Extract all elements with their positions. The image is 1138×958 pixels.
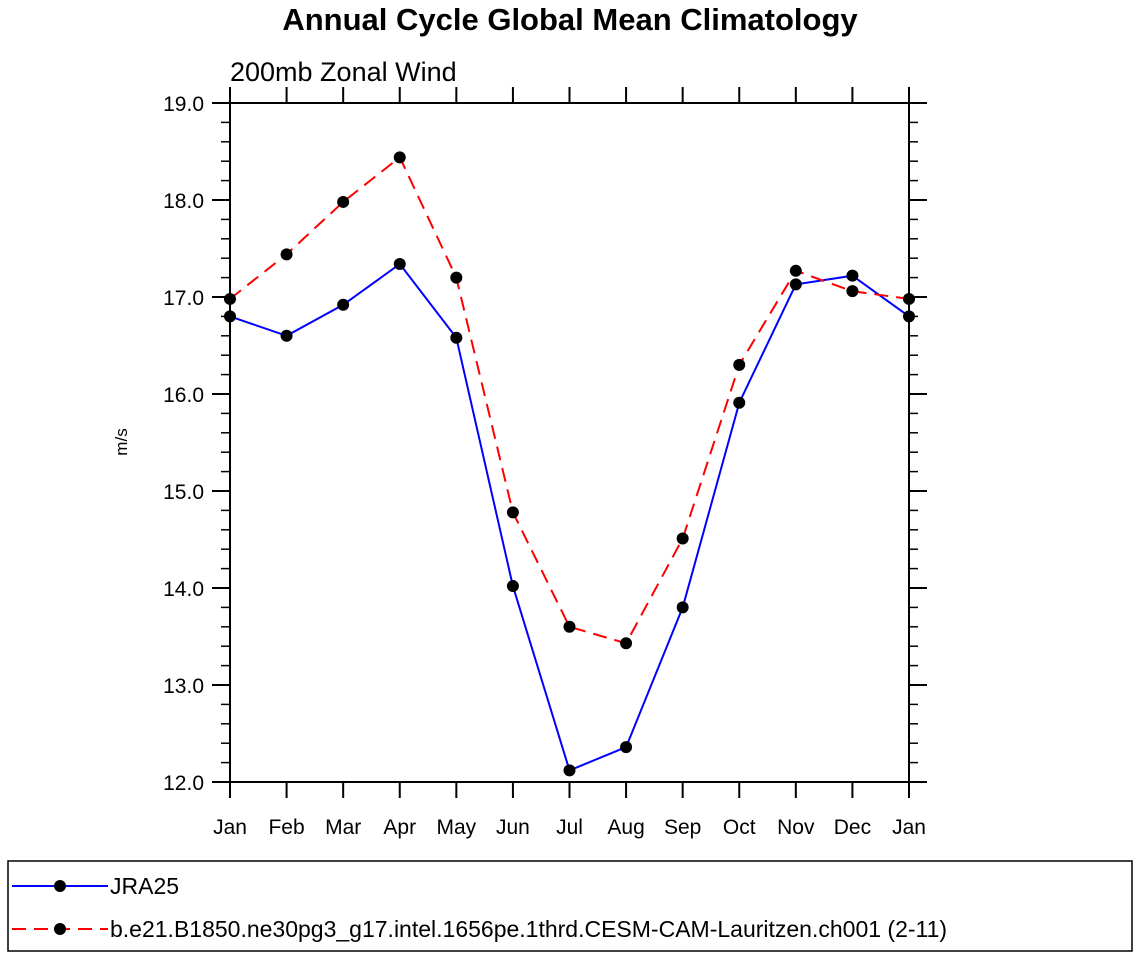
y-tick-label: 13.0: [163, 675, 204, 698]
legend-label-2: b.e21.B1850.ne30pg3_g17.intel.1656pe.1th…: [110, 916, 947, 942]
series-1-point: [506, 580, 519, 593]
series-1-point: [450, 331, 463, 344]
series-2-point: [846, 285, 859, 298]
series-line-1: [229, 262, 910, 772]
x-tick-label: Nov: [777, 816, 815, 839]
series-2-point: [337, 195, 350, 208]
x-tick-label: Jul: [556, 816, 583, 839]
series-2-point: [506, 506, 519, 519]
x-tick-label: Sep: [664, 816, 701, 839]
x-tick-label: Apr: [383, 816, 416, 839]
series-1-point: [620, 741, 633, 754]
legend-label-1: JRA25: [110, 873, 179, 899]
x-tick-label: Dec: [834, 816, 871, 839]
x-tick-label: May: [436, 816, 476, 839]
series-2-point: [620, 637, 633, 650]
series-2-point: [393, 151, 406, 164]
series-1-point: [733, 396, 746, 409]
series-1-point: [676, 601, 689, 614]
legend-marker-2: [54, 923, 66, 935]
series-1-point: [789, 278, 802, 291]
x-tick-label: Aug: [607, 816, 644, 839]
series-1-point: [846, 269, 859, 282]
series-1-point: [337, 298, 350, 311]
series-2-point: [676, 532, 689, 545]
legend-box: [7, 860, 1133, 952]
x-tick-label: Jun: [496, 816, 530, 839]
series-1-point: [393, 258, 406, 271]
y-tick-label: 15.0: [163, 481, 204, 504]
legend-marker-1: [54, 880, 66, 892]
plot-frame: [229, 102, 910, 783]
axis-ticks: [212, 87, 927, 798]
x-tick-label: Mar: [325, 816, 361, 839]
x-tick-label: Feb: [268, 816, 304, 839]
y-tick-label: 18.0: [163, 190, 204, 213]
y-tick-label: 16.0: [163, 384, 204, 407]
x-tick-label: Oct: [723, 816, 756, 839]
x-tick-label: Jan: [892, 816, 926, 839]
legend: JRA25 b.e21.B1850.ne30pg3_g17.intel.1656p…: [7, 860, 1133, 952]
series-2-point: [733, 358, 746, 371]
series-2-point: [789, 264, 802, 277]
chart-subtitle: 200mb Zonal Wind: [230, 57, 457, 87]
series-2-point: [280, 248, 293, 261]
chart-title: Annual Cycle Global Mean Climatology: [282, 2, 858, 37]
x-tick-label: Jan: [213, 816, 247, 839]
series-1-point: [280, 329, 293, 342]
series-2-point: [563, 620, 576, 633]
y-tick-label: 17.0: [163, 287, 204, 310]
series-1-point: [563, 764, 576, 777]
y-axis-label: m/s: [112, 428, 131, 455]
tick-labels: 12.0 13.0 14.0 15.0 16.0 17.0 18.0 19.0 Jan Feb Ma…: [163, 93, 926, 839]
series-2-point: [450, 271, 463, 284]
series-layer: [224, 151, 915, 777]
y-tick-label: 19.0: [163, 93, 204, 116]
y-tick-label: 12.0: [163, 772, 204, 795]
legend-items: JRA25 b.e21.B1850.ne30pg3_g17.intel.1656p…: [12, 873, 947, 942]
y-tick-label: 14.0: [163, 578, 204, 601]
series-line-2: [229, 155, 910, 645]
